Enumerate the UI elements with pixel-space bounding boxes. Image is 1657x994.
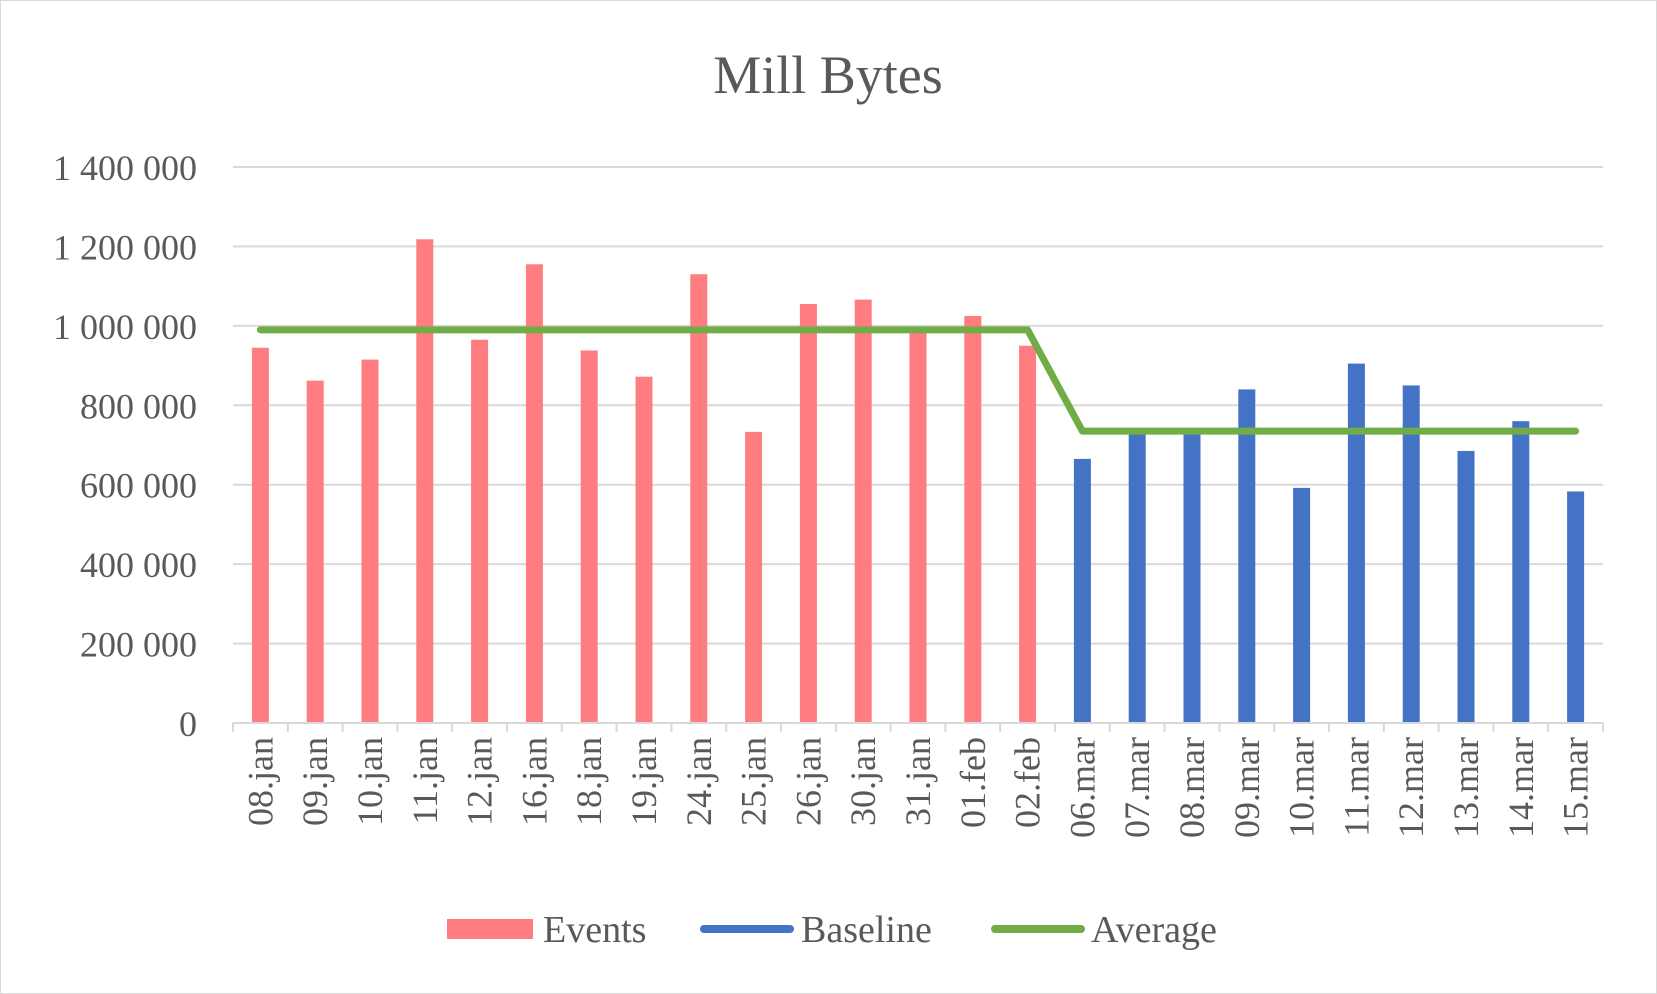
bars	[251, 239, 1585, 723]
x-tick-label: 26.jan	[788, 737, 828, 826]
x-tick-label: 16.jan	[514, 737, 554, 826]
y-tick-label: 1 200 000	[53, 227, 197, 267]
x-tick-label: 18.jan	[569, 737, 609, 826]
line-average	[256, 326, 1580, 435]
x-axis	[232, 722, 1604, 732]
bar-baseline-15-mar	[1567, 491, 1585, 723]
x-tick-label: 31.jan	[898, 737, 938, 826]
y-tick-label: 0	[179, 704, 197, 744]
x-tick-label: 13.mar	[1446, 737, 1486, 838]
y-tick-label: 600 000	[80, 466, 197, 506]
x-tick-label: 07.mar	[1117, 737, 1157, 838]
bar-events-09-jan	[306, 380, 324, 723]
x-tick-label: 08.jan	[240, 737, 280, 826]
x-tick-label: 12.jan	[460, 737, 500, 826]
x-tick-label: 11.jan	[405, 737, 445, 825]
y-tick-label: 800 000	[80, 386, 197, 426]
bar-baseline-10-mar	[1293, 487, 1311, 723]
x-tick-label: 06.mar	[1062, 737, 1102, 838]
bar-events-25-jan	[745, 431, 763, 723]
bar-baseline-07-mar	[1128, 431, 1146, 723]
x-tick-label: 11.mar	[1336, 737, 1376, 837]
x-tick-label: 10.mar	[1282, 737, 1322, 838]
bar-baseline-14-mar	[1512, 421, 1530, 723]
bar-baseline-11-mar	[1347, 363, 1365, 723]
bar-events-11-jan	[416, 239, 434, 723]
x-tick-label: 12.mar	[1391, 737, 1431, 838]
y-tick-label: 200 000	[80, 625, 197, 665]
bar-baseline-13-mar	[1457, 450, 1475, 723]
x-tick-label: 14.mar	[1501, 737, 1541, 838]
bar-events-12-jan	[471, 339, 489, 723]
x-tick-label: 24.jan	[679, 737, 719, 826]
bar-baseline-09-mar	[1238, 389, 1256, 723]
bar-events-10-jan	[361, 359, 379, 723]
y-axis-tick-labels: 0 200 000 400 000 600 000 800 000 1 000 000 1 …	[53, 148, 197, 744]
bar-events-02-feb	[1019, 345, 1037, 723]
bar-events-01-feb	[964, 315, 982, 723]
y-tick-label: 1 000 000	[53, 307, 197, 347]
bar-events-08-jan	[251, 347, 269, 723]
chart-title: Mill Bytes	[713, 45, 943, 105]
x-tick-label: 09.jan	[295, 737, 335, 826]
legend-label-events: Events	[543, 909, 646, 951]
legend-swatch-events	[447, 919, 533, 939]
bar-events-19-jan	[635, 376, 653, 723]
bar-events-18-jan	[580, 350, 598, 723]
x-tick-label: 15.mar	[1556, 737, 1596, 838]
bar-events-26-jan	[799, 304, 817, 723]
average-line	[256, 326, 1580, 435]
bar-events-24-jan	[690, 274, 708, 723]
bar-baseline-08-mar	[1183, 433, 1201, 723]
x-tick-label: 09.mar	[1227, 737, 1267, 838]
legend: Events Baseline Average	[447, 909, 1217, 951]
y-tick-label: 1 400 000	[53, 148, 197, 188]
x-tick-label: 02.feb	[1008, 737, 1048, 828]
bar-events-16-jan	[525, 264, 543, 723]
bar-baseline-06-mar	[1073, 458, 1091, 723]
legend-label-baseline: Baseline	[801, 909, 932, 951]
x-tick-label: 10.jan	[350, 737, 390, 826]
x-tick-label: 19.jan	[624, 737, 664, 826]
bar-baseline-12-mar	[1402, 385, 1420, 723]
x-tick-label: 25.jan	[734, 737, 774, 826]
x-tick-label: 08.mar	[1172, 737, 1212, 838]
x-axis-tick-labels: 08.jan 09.jan 10.jan 11.jan 12.jan 16.jan 18.j…	[240, 737, 1595, 838]
legend-label-average: Average	[1091, 909, 1217, 951]
bar-events-30-jan	[854, 299, 872, 723]
y-tick-label: 400 000	[80, 545, 197, 585]
x-tick-label: 30.jan	[843, 737, 883, 826]
bar-events-31-jan	[909, 333, 927, 723]
x-tick-label: 01.feb	[953, 737, 993, 828]
